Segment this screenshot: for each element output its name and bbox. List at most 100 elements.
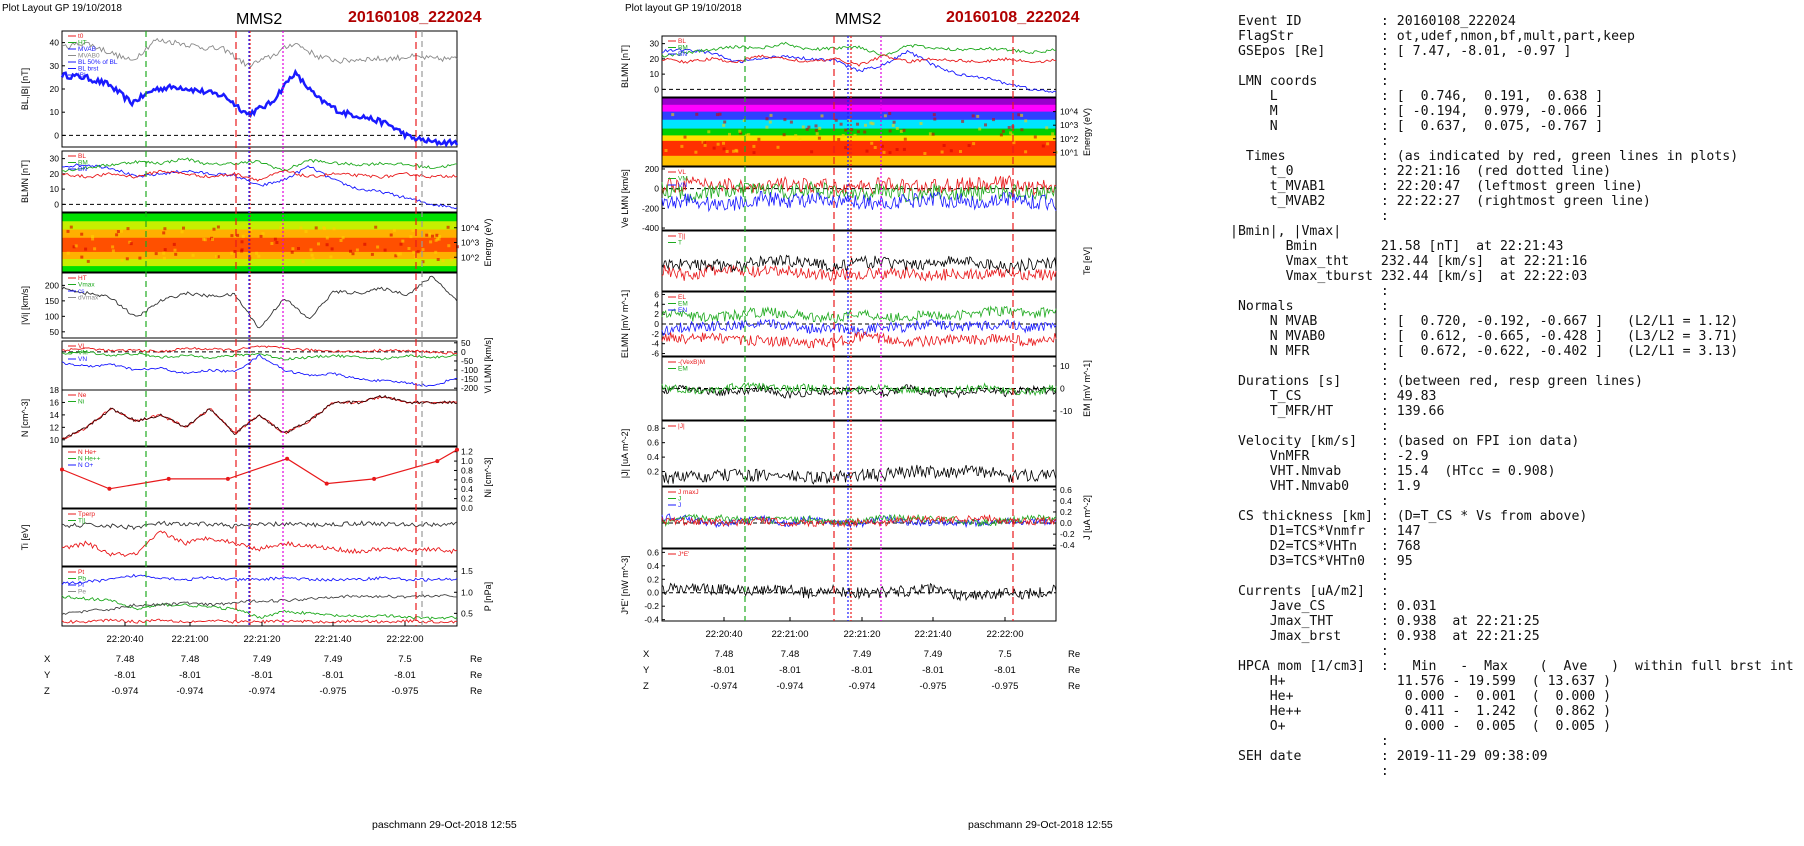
spectrogram-speckle	[407, 247, 411, 250]
panel-ylabel: BLMN [nT]	[20, 160, 30, 203]
spectrogram-speckle	[801, 125, 805, 129]
panel-ytick-label: -50	[461, 356, 474, 366]
panel-ytick-label: -200	[461, 383, 478, 393]
info-key: Durations [s]	[1237, 374, 1342, 389]
legend-entry: Vmax	[78, 282, 95, 289]
series-trace	[661, 318, 1057, 336]
time-tick-label: 22:20:40	[706, 629, 743, 640]
info-key: N	[1269, 119, 1278, 134]
panel-ytick-label: 10^3	[461, 238, 479, 248]
panel-2: Energy (eV) 10^1 10^2 10^3 10^4	[661, 97, 1092, 167]
spectrogram-speckle	[259, 234, 263, 238]
panel-ylabel: N [cm^-3]	[20, 399, 30, 437]
spectrogram-speckle	[1051, 132, 1055, 136]
coord-value: 7.49	[853, 649, 872, 660]
legend-entry: dVmax	[78, 295, 99, 302]
series-line-BL	[61, 163, 458, 210]
coord-value: -0.974	[777, 681, 804, 692]
spectrogram-speckle	[1020, 113, 1024, 117]
info-key: D1=TCS*Vnmfr	[1269, 524, 1365, 539]
coord-value: -0.974	[249, 686, 276, 697]
legend-entry: EM	[678, 301, 688, 308]
coord-value: 7.48	[715, 649, 734, 660]
legend-entry: EN	[678, 307, 687, 314]
info-row: CS thickness [km] : (D=T_CS * Vs from ab…	[1230, 509, 1800, 524]
spectrogram-speckle	[421, 260, 425, 264]
info-row: Bmin 21.58 [nT] at 22:21:43	[1230, 239, 1800, 254]
spectrogram-speckle	[429, 240, 433, 244]
spectrogram-band	[662, 104, 1056, 113]
panel-ylabel: Ti [eV]	[20, 525, 30, 551]
spectrogram-speckle	[66, 229, 70, 233]
panel-ylabel: J [uA m^-2]	[1082, 495, 1092, 540]
spectrogram-speckle	[888, 112, 892, 115]
spectrogram-speckle	[434, 250, 438, 254]
info-value: : 139.66	[1380, 404, 1445, 419]
panel-ylabel: |J| [uA m^-2]	[620, 429, 630, 478]
info-value: : 22:22:27 (rightmost green line)	[1380, 194, 1651, 209]
spectrogram-speckle	[216, 225, 220, 229]
panel-ytick-label: 0.6	[647, 438, 659, 448]
spectrogram-speckle	[752, 151, 756, 155]
spectrogram-speckle	[722, 147, 726, 151]
spectrogram-speckle	[992, 118, 995, 122]
spectrogram-speckle	[212, 227, 216, 231]
panel-ytick-label: 40	[50, 38, 60, 48]
spectrogram-speckle	[332, 227, 336, 231]
info-key: LMN coords	[1237, 74, 1318, 89]
info-value: : (D=T_CS * Vs from above)	[1380, 509, 1588, 524]
spectrogram-speckle	[376, 245, 380, 249]
panel-ytick-label: 0	[54, 130, 59, 140]
series-line-Ni	[61, 395, 458, 440]
legend-entry: BL 50% of BL	[78, 59, 118, 66]
info-value: 11.576 - 19.599 ( 13.637 )	[1380, 674, 1612, 689]
spectrogram-speckle	[202, 237, 206, 241]
info-row: LMN coords :	[1230, 74, 1800, 89]
spectrogram-speckle	[249, 228, 253, 232]
info-value: : 1.9	[1380, 479, 1421, 494]
panel-frame	[61, 446, 458, 509]
info-value: : [ -0.194, 0.979, -0.066 ]	[1380, 104, 1604, 119]
plot-sat-title: MMS2	[236, 11, 282, 28]
legend-entry: HT	[78, 275, 87, 282]
spectrogram-speckle	[972, 142, 976, 146]
spectrogram-speckle	[74, 244, 78, 248]
info-value: : 0.938 at 22:21:25	[1380, 629, 1540, 644]
spectrogram-speckle	[694, 150, 698, 154]
spectrogram-speckle	[211, 237, 214, 241]
spectrogram-speckle	[732, 149, 736, 153]
spectrogram-speckle	[728, 132, 731, 136]
legend-entry: EL	[678, 294, 686, 301]
info-key: VnMFR	[1269, 449, 1310, 464]
spectrogram-speckle	[1010, 133, 1014, 137]
info-key: Normals	[1237, 299, 1294, 314]
spectrogram-speckle	[978, 127, 982, 131]
info-value: : [ 0.637, 0.075, -0.767 ]	[1380, 119, 1604, 134]
spectrogram-speckle	[421, 248, 425, 252]
spectrogram-speckle	[125, 257, 129, 261]
spectrogram-speckle	[841, 134, 845, 137]
spectrogram-speckle	[398, 252, 402, 256]
spectrogram-speckle	[325, 243, 329, 247]
panel-ylabel: P [nPa]	[483, 582, 493, 611]
spectrogram-speckle	[120, 258, 124, 262]
info-value: : 20160108_222024	[1380, 14, 1516, 29]
info-value: : (based on FPI ion data)	[1380, 434, 1580, 449]
series-line-Tperp	[61, 520, 458, 531]
spectrogram-speckle	[818, 126, 822, 130]
spectrogram-speckle	[93, 247, 97, 251]
coord-value: 7.48	[781, 649, 800, 660]
panel-ytick-label: 30	[50, 154, 60, 164]
plot-event-title: 20160108_222024	[946, 9, 1080, 26]
panel-ytick-label: 1.0	[461, 587, 473, 597]
spectrogram-band	[62, 237, 457, 253]
panel-ytick-label: 2	[654, 309, 659, 319]
spectrogram-speckle	[919, 122, 923, 125]
legend-entry: VL	[678, 169, 686, 176]
spectrogram-speckle	[723, 120, 727, 124]
spectrogram-speckle	[815, 132, 819, 136]
panel-ytick-label: 0	[54, 199, 59, 209]
spectrogram-speckle	[233, 250, 237, 253]
panel-ytick-label: 10^2	[1060, 134, 1078, 144]
spectrogram-speckle	[923, 152, 927, 155]
